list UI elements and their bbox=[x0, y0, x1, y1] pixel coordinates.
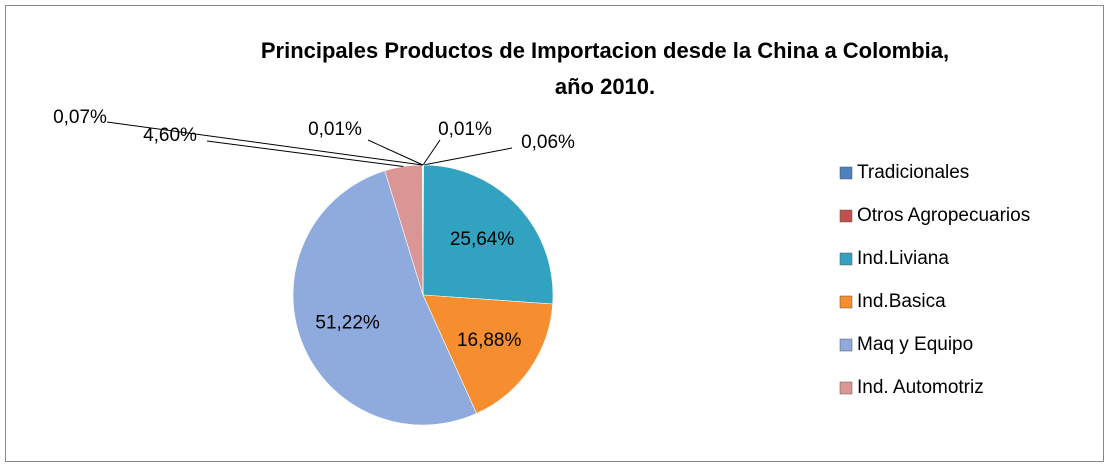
legend-label: Otros Agropecuarios bbox=[857, 205, 1030, 226]
pie-slice bbox=[292, 170, 477, 426]
data-label: 0,01% bbox=[308, 119, 362, 140]
legend-label: Ind. Automotriz bbox=[857, 377, 984, 398]
legend-label: Ind.Basica bbox=[857, 291, 946, 312]
data-label: 51,22% bbox=[315, 313, 380, 334]
data-label: 25,64% bbox=[450, 229, 515, 250]
legend-swatch bbox=[839, 166, 853, 180]
data-label: 0,06% bbox=[521, 132, 575, 153]
legend-swatch bbox=[839, 381, 853, 395]
data-label: 0,01% bbox=[438, 119, 492, 140]
leader-line bbox=[423, 147, 513, 166]
data-label: 0,07% bbox=[53, 107, 107, 128]
legend-swatch bbox=[839, 295, 853, 309]
legend-swatch bbox=[839, 338, 853, 352]
leader-line bbox=[206, 140, 404, 167]
data-label: 4,60% bbox=[143, 125, 197, 146]
legend-label: Maq y Equipo bbox=[857, 334, 973, 355]
pie-slice bbox=[422, 164, 554, 305]
legend-swatch bbox=[839, 209, 853, 223]
chart-title-line-2: año 2010. bbox=[555, 74, 655, 99]
chart-title-line-1: Principales Productos de Importacion des… bbox=[261, 38, 949, 63]
chart-border bbox=[5, 5, 1104, 462]
leader-line bbox=[106, 121, 423, 166]
leader-line bbox=[367, 139, 424, 166]
legend-swatch bbox=[839, 252, 853, 266]
leader-line bbox=[422, 139, 441, 166]
data-label: 16,88% bbox=[457, 330, 522, 351]
legend-label: Tradicionales bbox=[857, 162, 969, 183]
pie-slice bbox=[422, 294, 554, 414]
legend-label: Ind.Liviana bbox=[857, 248, 949, 269]
